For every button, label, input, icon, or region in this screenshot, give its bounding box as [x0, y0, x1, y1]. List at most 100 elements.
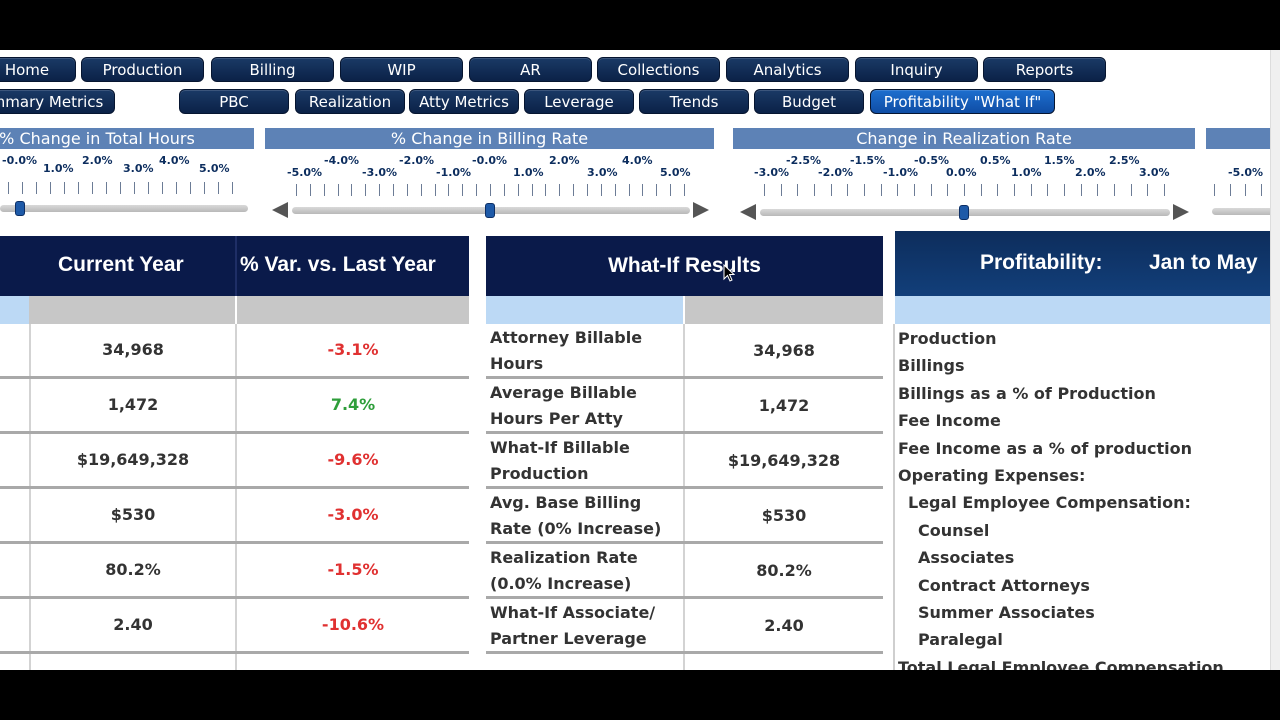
left-cell-current-year: $530 — [110, 505, 156, 524]
slider-tick — [847, 184, 849, 196]
letterbox-bottom — [0, 670, 1280, 720]
slider-track-total-hours[interactable] — [0, 205, 248, 212]
nav-summary-metrics[interactable]: Summary Metrics — [0, 89, 115, 114]
tick-label: 2.0% — [82, 154, 113, 167]
profitability-title: Profitability: — [980, 251, 1103, 274]
profitability-item: Summer Associates — [918, 603, 1095, 622]
nav-trends[interactable]: Trends — [639, 89, 749, 114]
whatif-label-line1: What-If Associate/ — [490, 603, 656, 622]
nav-ar[interactable]: AR — [469, 57, 592, 82]
slider-tick — [1260, 184, 1262, 196]
slider-tick — [1147, 184, 1149, 196]
tick-label: 3.0% — [123, 162, 154, 175]
slider-thumb-billing-rate[interactable] — [485, 203, 495, 218]
slider-tick — [1014, 184, 1015, 196]
col-header-current-year: Current Year — [58, 253, 184, 276]
left-cell-current-year: 1,472 — [107, 395, 159, 414]
slider-tick — [614, 184, 616, 196]
left-cell-var: -1.5% — [327, 560, 379, 579]
whatif-value: 80.2% — [756, 561, 812, 580]
tick-label: -5.0% — [1228, 166, 1264, 179]
slider-tick — [587, 184, 588, 196]
slider-tick — [379, 184, 381, 196]
nav-analytics[interactable]: Analytics — [726, 57, 849, 82]
slider-tick — [148, 182, 149, 194]
arrow-left-icon[interactable] — [740, 204, 756, 220]
whatif-subheader-blue — [486, 296, 683, 324]
nav-pbc[interactable]: PBC — [179, 89, 289, 114]
arrow-right-icon[interactable] — [1173, 204, 1189, 220]
nav-budget[interactable]: Budget — [754, 89, 864, 114]
nav-inquiry[interactable]: Inquiry — [855, 57, 978, 82]
slider-thumb-total-hours[interactable] — [15, 201, 25, 216]
tick-label: -2.5% — [786, 154, 822, 167]
slider-tick — [573, 184, 575, 196]
profitability-subheader — [895, 296, 1270, 324]
tick-label: 4.0% — [159, 154, 190, 167]
whatif-label-line1: Attorney Billable — [490, 328, 643, 347]
row-separator — [0, 431, 469, 434]
nav-realization[interactable]: Realization — [295, 89, 405, 114]
slider-tick — [897, 184, 899, 196]
whatif-value: $19,649,328 — [727, 451, 841, 470]
whatif-value: 1,472 — [758, 396, 810, 415]
tick-label: -1.5% — [850, 154, 886, 167]
arrow-left-icon[interactable] — [272, 202, 288, 218]
tick-label: 1.0% — [43, 162, 74, 175]
slider-tick — [476, 184, 478, 196]
row-separator — [486, 651, 883, 654]
nav-profitability-what-if[interactable]: Profitability "What If" — [870, 89, 1055, 114]
slider-tick — [393, 184, 394, 196]
arrow-right-icon[interactable] — [693, 202, 709, 218]
nav-atty-metrics[interactable]: Atty Metrics — [409, 89, 519, 114]
tick-label: 2.0% — [549, 154, 580, 167]
slider-tick — [559, 184, 561, 196]
slider-tick — [1030, 184, 1032, 196]
slider-tick — [1245, 184, 1246, 196]
slider-tick — [351, 184, 353, 196]
slider-track-partial[interactable] — [1212, 208, 1280, 215]
slider-tick — [365, 184, 367, 196]
slider-tick — [517, 184, 519, 196]
row-separator — [0, 486, 469, 489]
nav-production[interactable]: Production — [81, 57, 204, 82]
slider-tick — [684, 184, 685, 196]
slider-tick — [642, 184, 644, 196]
slider-tick — [22, 182, 23, 194]
col-divider — [29, 324, 31, 670]
profitability-header: Profitability: Jan to May — [895, 231, 1280, 296]
nav-wip[interactable]: WIP — [340, 57, 463, 82]
slider-tick — [1229, 184, 1231, 196]
slider-tick — [880, 184, 882, 196]
row-separator — [486, 486, 883, 489]
left-cell-var: -3.0% — [327, 505, 379, 524]
row-separator — [486, 596, 883, 599]
tick-label: 2.0% — [1075, 166, 1106, 179]
nav-leverage[interactable]: Leverage — [524, 89, 634, 114]
tick-label: 2.5% — [1109, 154, 1140, 167]
nav-collections[interactable]: Collections — [597, 57, 720, 82]
slider-tick — [1047, 184, 1049, 196]
whatif-label-line1: Avg. Base Billing — [490, 493, 642, 512]
left-cell-var: -9.6% — [327, 450, 379, 469]
slider-tick — [434, 184, 436, 196]
col-divider — [683, 324, 685, 670]
nav-home[interactable]: Home — [0, 57, 76, 82]
slider-tick — [628, 184, 630, 196]
slider-tick — [503, 184, 505, 196]
vertical-scrollbar[interactable] — [1270, 50, 1280, 670]
slider-tick — [764, 184, 765, 196]
slider-tick — [204, 182, 205, 194]
slider-tick — [1114, 184, 1115, 196]
slider-tick — [980, 184, 982, 196]
slider-header-total-hours: % Change in Total Hours — [0, 128, 254, 149]
slider-thumb-realization-rate[interactable] — [959, 205, 969, 220]
whatif-value: 2.40 — [764, 616, 804, 635]
nav-billing[interactable]: Billing — [211, 57, 334, 82]
slider-tick — [296, 184, 297, 196]
profitability-period: Jan to May — [1149, 251, 1258, 274]
profitability-item: Operating Expenses: — [898, 466, 1086, 485]
slider-tick — [1080, 184, 1082, 196]
tick-label: 1.0% — [1011, 166, 1042, 179]
nav-reports[interactable]: Reports — [983, 57, 1106, 82]
